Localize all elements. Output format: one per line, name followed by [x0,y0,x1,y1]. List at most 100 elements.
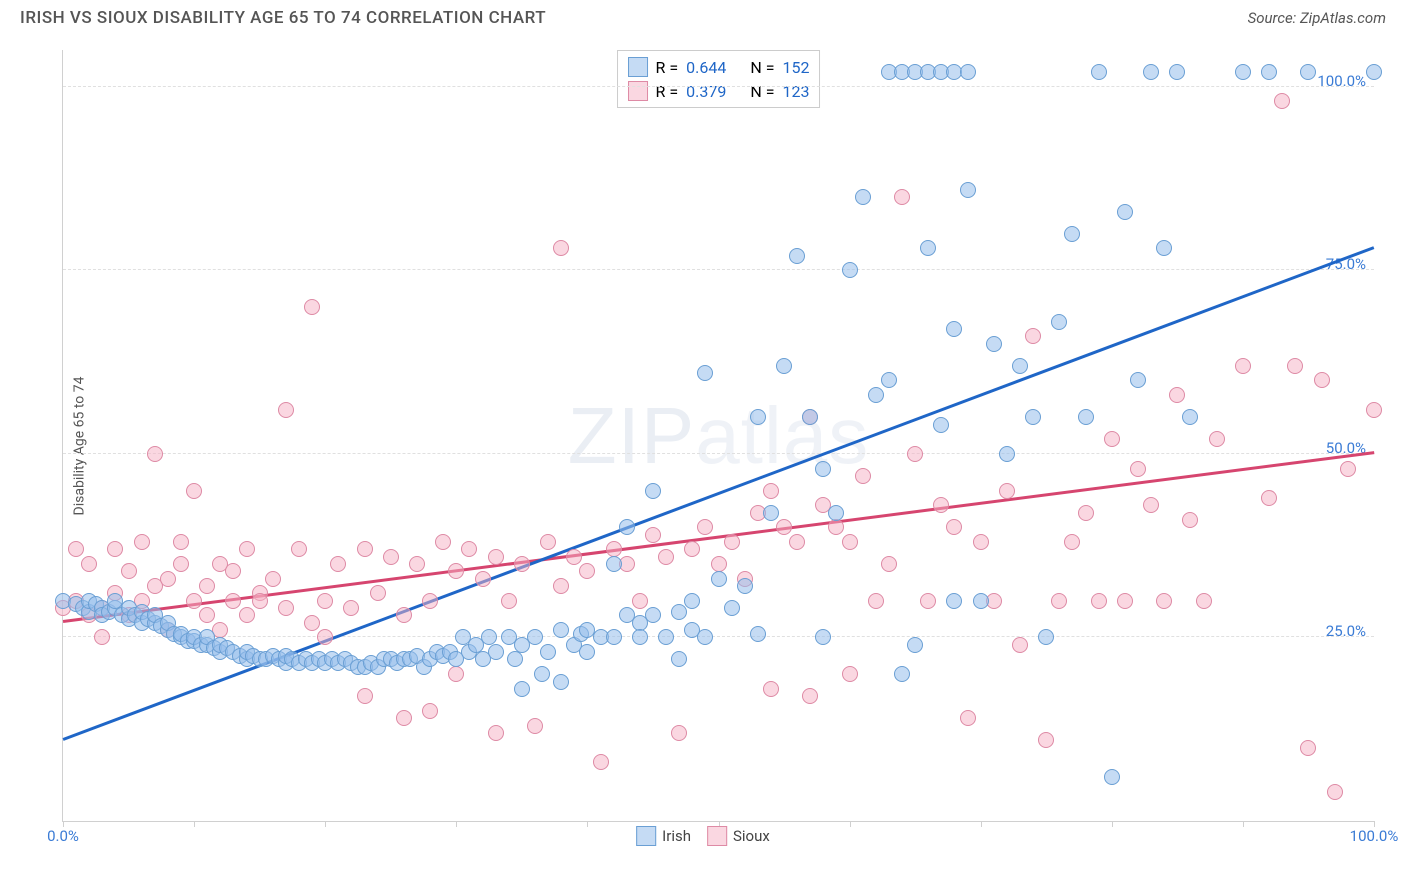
data-point-irish [855,189,871,205]
data-point-irish [842,262,858,278]
data-point-irish [828,505,844,521]
data-point-irish [868,387,884,403]
data-point-sioux [920,593,936,609]
value-R-sioux: 0.379 [686,82,726,101]
data-point-irish [606,556,622,572]
legend-row-sioux: R = 0.379 N = 123 [628,79,810,103]
data-point-irish [750,626,766,642]
data-point-sioux [68,541,84,557]
data-point-sioux [488,549,504,565]
data-point-irish [999,446,1015,462]
data-point-sioux [448,666,464,682]
data-point-irish [1366,64,1382,80]
data-point-sioux [828,519,844,535]
data-point-irish [960,182,976,198]
data-point-sioux [501,593,517,609]
data-point-irish [671,604,687,620]
data-point-sioux [1366,402,1382,418]
data-point-sioux [1261,490,1277,506]
data-point-sioux [199,607,215,623]
data-point-sioux [278,402,294,418]
series-legend: Irish Sioux [636,826,770,846]
data-point-sioux [540,534,556,550]
data-point-sioux [1130,461,1146,477]
correlation-legend: R = 0.644 N = 152 R = 0.379 N = 123 [617,50,821,108]
x-tick [1243,821,1244,827]
data-point-irish [658,629,674,645]
data-point-sioux [134,534,150,550]
data-point-sioux [907,446,923,462]
data-point-irish [514,681,530,697]
data-point-sioux [697,519,713,535]
x-tick-label: 0.0% [47,827,79,845]
data-point-sioux [186,593,202,609]
data-point-irish [1300,64,1316,80]
data-point-irish [815,629,831,645]
data-point-sioux [1274,93,1290,109]
x-tick [850,821,851,827]
source-label: Source: ZipAtlas.com [1248,9,1386,27]
legend-item-sioux: Sioux [707,826,770,846]
data-point-sioux [147,446,163,462]
value-R-irish: 0.644 [686,58,726,77]
x-tick [587,821,588,827]
data-point-irish [606,629,622,645]
data-point-irish [527,629,543,645]
data-point-sioux [239,607,255,623]
data-point-irish [960,64,976,80]
data-point-sioux [1156,593,1172,609]
data-point-irish [553,674,569,690]
data-point-sioux [225,593,241,609]
watermark-thin: atlas [695,391,869,480]
data-point-irish [488,644,504,660]
data-point-sioux [1287,358,1303,374]
data-point-sioux [291,541,307,557]
data-point-irish [946,321,962,337]
data-point-irish [1091,64,1107,80]
gridline [63,86,1374,87]
data-point-irish [645,607,661,623]
data-point-irish [619,519,635,535]
label-R: R = [656,58,679,77]
data-point-irish [815,461,831,477]
data-point-irish [1130,372,1146,388]
y-tick-label: 25.0% [1326,622,1366,640]
data-point-irish [763,505,779,521]
data-point-sioux [1038,732,1054,748]
page-title: IRISH VS SIOUX DISABILITY AGE 65 TO 74 C… [20,8,546,28]
data-point-sioux [960,710,976,726]
data-point-irish [737,578,753,594]
data-point-sioux [461,541,477,557]
data-point-irish [684,593,700,609]
gridline [63,269,1374,270]
x-tick [325,821,326,827]
data-point-sioux [1327,784,1343,800]
data-point-sioux [1300,740,1316,756]
data-point-irish [1012,358,1028,374]
data-point-sioux [763,483,779,499]
data-point-sioux [252,593,268,609]
swatch-sioux [707,826,727,846]
data-point-sioux [566,549,582,565]
data-point-irish [1261,64,1277,80]
data-point-sioux [645,527,661,543]
data-point-sioux [343,600,359,616]
swatch-irish [628,57,648,77]
data-point-irish [1143,64,1159,80]
data-point-sioux [1091,593,1107,609]
data-point-irish [1051,314,1067,330]
data-point-sioux [1143,497,1159,513]
legend-row-irish: R = 0.644 N = 152 [628,55,810,79]
data-point-sioux [396,607,412,623]
data-point-sioux [1209,431,1225,447]
data-point-irish [986,336,1002,352]
data-point-sioux [422,703,438,719]
data-point-sioux [186,483,202,499]
data-point-irish [697,629,713,645]
data-point-irish [894,666,910,682]
data-point-sioux [278,600,294,616]
gridline [63,453,1374,454]
data-point-sioux [789,534,805,550]
data-point-irish [881,372,897,388]
data-point-irish [711,571,727,587]
